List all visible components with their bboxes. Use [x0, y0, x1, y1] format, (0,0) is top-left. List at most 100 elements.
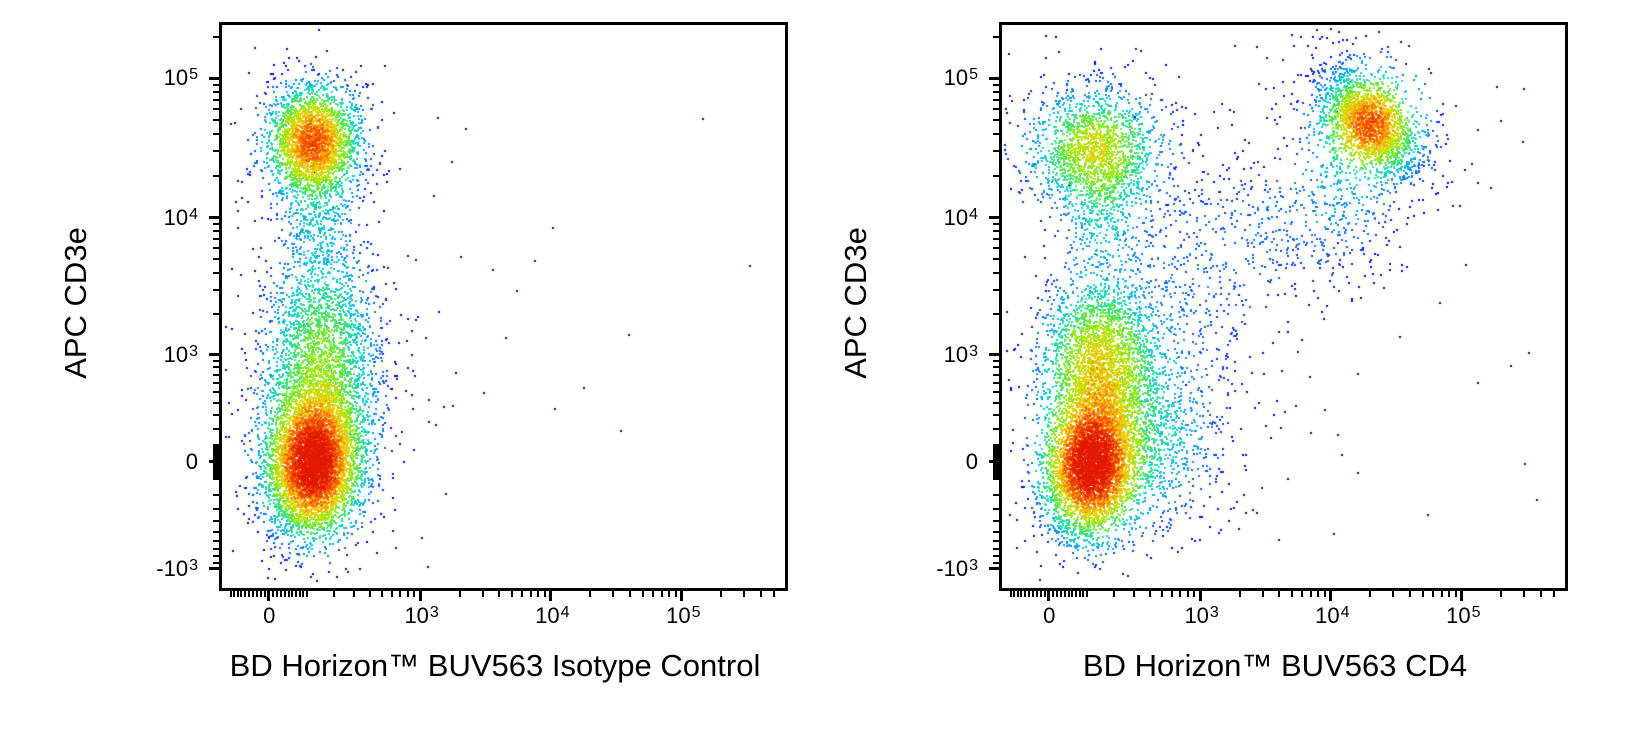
- x-tick-label: 103: [404, 603, 439, 628]
- minor-tick: [993, 108, 999, 111]
- minor-tick: [1016, 591, 1019, 597]
- minor-tick: [993, 469, 999, 472]
- isotype-control-plot: APC CD3e -103 0 103 104 105 0 103 104 105 BD Ho…: [58, 22, 788, 683]
- minor-tick: [993, 445, 999, 448]
- minor-tick: [993, 247, 999, 250]
- minor-tick: [993, 150, 999, 153]
- minor-tick: [1059, 591, 1062, 597]
- minor-tick: [213, 413, 219, 416]
- major-tick: [989, 216, 999, 220]
- minor-tick: [1290, 591, 1293, 597]
- minor-tick: [229, 591, 232, 597]
- major-tick: [418, 591, 422, 601]
- minor-tick: [213, 471, 219, 474]
- minor-tick: [993, 452, 999, 455]
- major-tick: [1198, 591, 1202, 601]
- minor-tick: [993, 450, 999, 453]
- minor-tick: [1238, 591, 1241, 597]
- minor-tick: [353, 591, 356, 597]
- minor-tick: [993, 132, 999, 135]
- minor-tick: [993, 83, 999, 86]
- y-tick-label: -103: [936, 555, 978, 581]
- minor-tick: [993, 381, 999, 384]
- minor-tick: [263, 591, 266, 597]
- minor-tick: [993, 466, 999, 469]
- minor-tick: [589, 591, 592, 597]
- minor-tick: [993, 174, 999, 177]
- minor-tick: [213, 464, 219, 467]
- minor-tick: [993, 471, 999, 474]
- minor-tick: [720, 591, 723, 597]
- minor-tick: [247, 591, 250, 597]
- y-axis-title: APC CD3e: [838, 227, 873, 379]
- minor-tick: [213, 450, 219, 453]
- minor-tick: [1277, 591, 1280, 597]
- minor-tick: [213, 474, 219, 477]
- minor-tick: [1027, 591, 1030, 597]
- minor-tick: [305, 591, 308, 597]
- minor-tick: [287, 591, 290, 597]
- minor-tick: [993, 477, 999, 480]
- minor-tick: [993, 561, 999, 564]
- minor-tick: [628, 591, 631, 597]
- minor-tick: [993, 35, 999, 38]
- minor-tick: [213, 472, 219, 475]
- minor-tick: [993, 401, 999, 404]
- minor-tick: [1043, 591, 1046, 597]
- minor-tick: [213, 493, 219, 496]
- major-tick: [209, 567, 219, 571]
- minor-tick: [213, 247, 219, 250]
- y-tick-label: 104: [943, 204, 978, 230]
- minor-tick: [1552, 591, 1555, 597]
- minor-tick: [1523, 591, 1526, 597]
- minor-tick: [651, 591, 654, 597]
- minor-tick: [213, 99, 219, 102]
- major-tick: [1329, 591, 1333, 601]
- minor-tick: [993, 258, 999, 261]
- minor-tick: [1392, 591, 1395, 597]
- minor-tick: [271, 591, 274, 597]
- minor-tick: [295, 591, 298, 597]
- minor-tick: [993, 474, 999, 477]
- minor-tick: [993, 548, 999, 551]
- minor-tick: [244, 591, 247, 597]
- minor-tick: [213, 230, 219, 232]
- minor-tick: [993, 457, 999, 460]
- minor-tick: [213, 469, 219, 472]
- minor-tick: [1539, 591, 1542, 597]
- minor-tick: [333, 591, 336, 597]
- y-tick-label: 0: [965, 448, 978, 474]
- y-tick-label: 103: [163, 341, 198, 367]
- x-axis-ticks: [222, 591, 785, 602]
- major-tick: [1047, 591, 1051, 601]
- minor-tick: [537, 591, 540, 597]
- minor-tick: [279, 591, 282, 597]
- minor-tick: [236, 591, 239, 597]
- minor-tick: [1261, 591, 1264, 597]
- minor-tick: [993, 222, 999, 225]
- minor-tick: [213, 238, 219, 241]
- minor-tick: [213, 459, 219, 462]
- minor-tick: [993, 391, 999, 394]
- minor-tick: [213, 530, 219, 533]
- minor-tick: [1035, 591, 1038, 597]
- minor-tick: [458, 591, 461, 597]
- minor-tick: [993, 507, 999, 510]
- minor-tick: [1039, 591, 1042, 597]
- minor-tick: [213, 454, 219, 456]
- minor-tick: [993, 459, 999, 462]
- minor-tick: [993, 454, 999, 456]
- minor-tick: [520, 591, 523, 597]
- minor-tick: [213, 313, 219, 316]
- minor-tick: [993, 271, 999, 274]
- cd4-plot: APC CD3e -103 0 103 104 105 0 103 104 105 BD Ho…: [780, 0, 1628, 750]
- minor-tick: [213, 561, 219, 564]
- x-axis-title: BD Horizon™ BUV563 CD4: [1082, 648, 1468, 683]
- minor-tick: [993, 313, 999, 316]
- minor-tick: [1160, 591, 1163, 597]
- major-tick: [989, 353, 999, 357]
- minor-tick: [1179, 591, 1182, 597]
- minor-tick: [1082, 591, 1085, 597]
- major-tick: [1460, 591, 1464, 601]
- scatter-canvas: [222, 25, 785, 588]
